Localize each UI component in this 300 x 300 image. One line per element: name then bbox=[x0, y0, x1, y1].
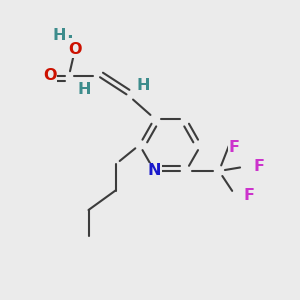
Text: O: O bbox=[43, 68, 56, 83]
Text: N: N bbox=[148, 164, 161, 178]
Text: H: H bbox=[137, 78, 150, 93]
Text: F: F bbox=[254, 159, 265, 174]
Text: F: F bbox=[229, 140, 239, 155]
Text: O: O bbox=[68, 42, 82, 57]
Text: H: H bbox=[52, 28, 66, 43]
Text: F: F bbox=[243, 188, 254, 203]
Text: ·: · bbox=[67, 29, 73, 47]
Text: H: H bbox=[77, 82, 91, 98]
